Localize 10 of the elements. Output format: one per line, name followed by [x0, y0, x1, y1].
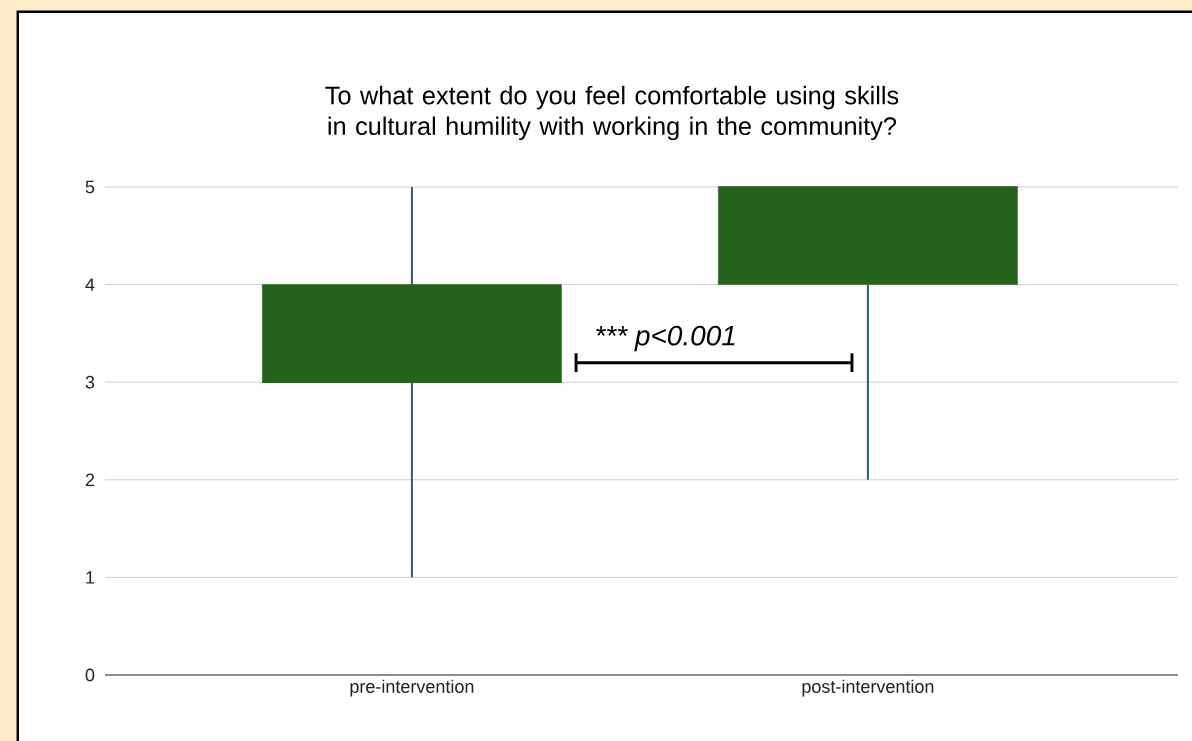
y-tick-label: 5: [85, 180, 95, 194]
annotation: *** p<0.001: [596, 325, 735, 352]
y-tick-label: 4: [85, 278, 95, 291]
y-tick-label: 2: [85, 473, 95, 487]
y-tick-label: 0: [85, 668, 95, 682]
y-tick-label: 3: [85, 375, 95, 389]
x-tick-label: pre-intervention: [350, 679, 474, 697]
x-tick-label: post-intervention: [802, 679, 934, 697]
chart-title: To what extent do you feel comfortable using skills in cultural humility with working in the community?: [325, 85, 899, 141]
y-tick-label: 1: [86, 571, 95, 584]
